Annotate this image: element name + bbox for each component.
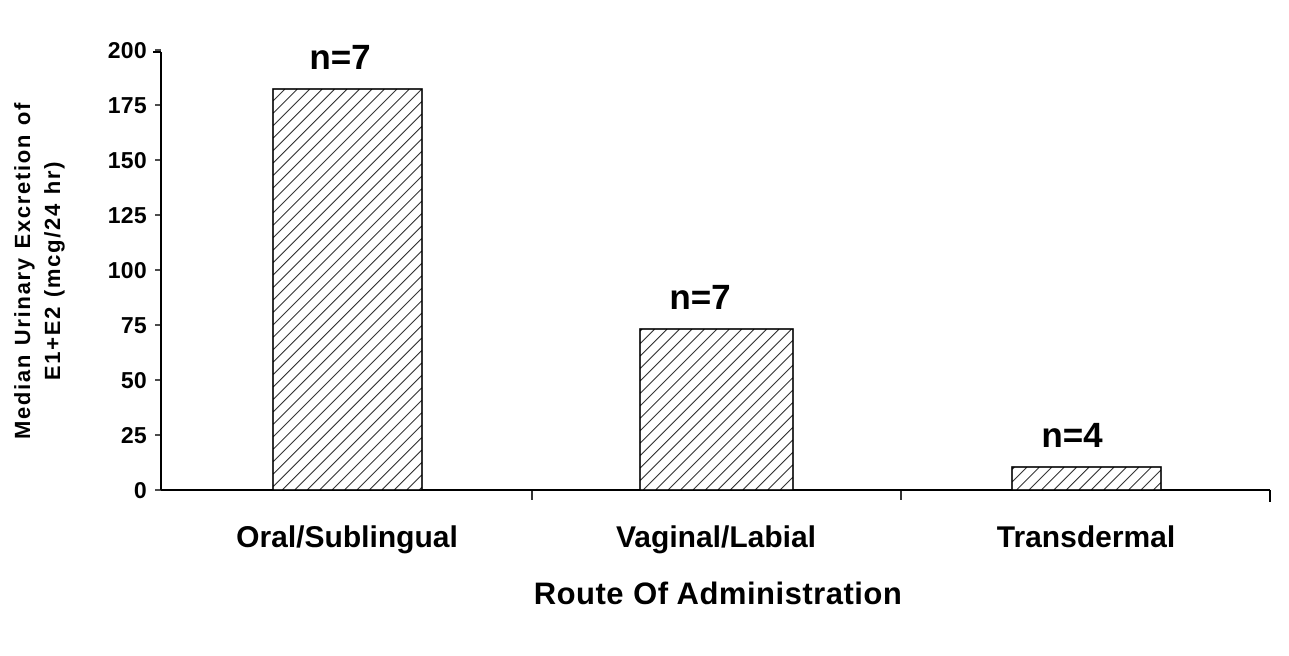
svg-text:125: 125 (108, 202, 147, 228)
svg-text:150: 150 (108, 147, 147, 173)
svg-text:Vaginal/Labial: Vaginal/Labial (616, 521, 816, 554)
svg-text:n=4: n=4 (1041, 416, 1103, 455)
svg-text:50: 50 (121, 367, 147, 393)
svg-text:25: 25 (121, 422, 147, 448)
svg-text:n=7: n=7 (669, 278, 730, 317)
svg-text:0: 0 (134, 477, 147, 503)
svg-text:75: 75 (121, 312, 147, 338)
svg-text:Median Urinary Excretion of: Median Urinary Excretion of (10, 101, 35, 439)
svg-text:Oral/Sublingual: Oral/Sublingual (236, 521, 458, 554)
svg-text:175: 175 (108, 92, 147, 118)
svg-text:n=7: n=7 (309, 38, 370, 77)
svg-text:E1+E2 (mcg/24 hr): E1+E2 (mcg/24 hr) (40, 160, 65, 380)
svg-text:Route Of Administration: Route Of Administration (534, 576, 903, 611)
svg-text:200: 200 (108, 37, 147, 63)
svg-text:Transdermal: Transdermal (997, 521, 1175, 554)
svg-text:100: 100 (108, 257, 147, 283)
